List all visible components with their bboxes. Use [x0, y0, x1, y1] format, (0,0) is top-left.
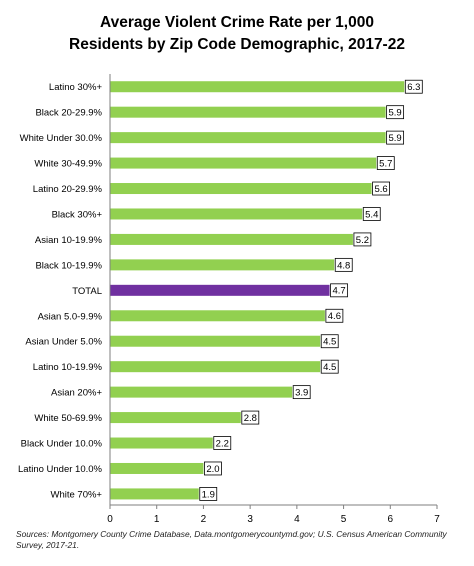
category-label: White Under 30.0% — [20, 133, 103, 144]
bar-latino-10-19-9 — [110, 361, 321, 373]
data-label-box — [320, 359, 339, 374]
data-label: 4.8 — [337, 260, 350, 271]
data-label-box — [292, 385, 311, 400]
data-label: 4.5 — [323, 362, 336, 373]
bar-total — [110, 284, 330, 296]
x-tick-label: 1 — [154, 514, 160, 525]
data-label-box — [199, 487, 218, 501]
category-label: White 30-49.9% — [34, 159, 102, 170]
category-label: Black 30%+ — [52, 209, 103, 220]
data-label: 4.7 — [332, 286, 345, 297]
bar-latino-30 — [110, 81, 405, 93]
bar-asian-20 — [110, 386, 293, 398]
x-tick-label: 2 — [201, 514, 207, 525]
data-label: 5.6 — [374, 184, 387, 195]
x-tick-label: 7 — [434, 514, 440, 525]
x-tick-label: 6 — [388, 514, 394, 525]
bar-white-30-49-9 — [110, 157, 377, 169]
data-label: 4.5 — [323, 337, 336, 348]
data-label: 5.9 — [389, 108, 402, 119]
data-label-box — [404, 79, 423, 94]
data-label-box — [386, 130, 405, 145]
category-label: Black Under 10.0% — [21, 439, 103, 450]
data-label-box — [330, 283, 348, 298]
category-label: Latino 30%+ — [49, 82, 103, 93]
category-label: Asian Under 5.0% — [25, 337, 102, 348]
chart-title: Average Violent Crime Rate per 1,000 Res… — [0, 12, 474, 56]
labels-group: Latino 30%+ 6.3 Black 20-29.9% 5.9 White Und… — [18, 79, 423, 501]
x-tick-label: 4 — [294, 514, 300, 525]
data-label: 5.9 — [389, 133, 402, 144]
category-label: White 70%+ — [51, 489, 103, 500]
data-label-box — [386, 105, 405, 120]
data-label: 2.0 — [206, 464, 219, 475]
category-label: Asian 5.0-9.9% — [38, 311, 103, 322]
bar-black-under-10-0 — [110, 437, 213, 449]
bar-asian-under-5-0 — [110, 335, 321, 347]
bar-white-70 — [110, 488, 199, 500]
data-label-box — [325, 308, 344, 323]
bar-black-10-19-9 — [110, 259, 335, 271]
source-note: Sources: Montgomery County Crime Databas… — [16, 529, 447, 550]
x-tick-label: 5 — [341, 514, 347, 525]
data-label: 5.7 — [379, 158, 392, 169]
category-label: Black 10-19.9% — [35, 260, 102, 271]
bar-black-30 — [110, 208, 363, 220]
data-label-box — [334, 257, 353, 272]
data-label-box — [353, 232, 372, 247]
category-label: Asian 20%+ — [51, 388, 102, 399]
category-label: Latino 10-19.9% — [33, 362, 103, 373]
data-label-box — [376, 156, 395, 170]
data-label: 5.4 — [365, 209, 378, 220]
bar-white-50-69-9 — [110, 412, 241, 424]
x-tick-label: 3 — [247, 514, 253, 525]
data-label-box — [241, 410, 260, 425]
data-label-box — [362, 207, 381, 221]
bar-latino-under-10-0 — [110, 462, 204, 474]
x-tick-label: 0 — [107, 514, 113, 525]
category-label: TOTAL — [72, 286, 102, 297]
data-label-box — [213, 436, 232, 450]
category-label: Black 20-29.9% — [35, 108, 102, 119]
bar-asian-5-0-9-9 — [110, 310, 325, 322]
category-label: White 50-69.9% — [34, 413, 102, 424]
data-label: 2.2 — [216, 438, 229, 449]
bar-white-under-30-0 — [110, 132, 386, 144]
data-label: 5.2 — [356, 235, 369, 246]
axes-group: 0 1 2 3 4 5 6 7 — [107, 74, 440, 525]
chart-title-line-1: Average Violent Crime Rate per 1,000 — [100, 14, 374, 31]
bar-asian-10-19-9 — [110, 233, 353, 245]
bar-black-20-29-9 — [110, 106, 386, 118]
data-label-box — [372, 181, 391, 196]
bar-latino-20-29-9 — [110, 183, 372, 195]
category-label: Asian 10-19.9% — [35, 235, 103, 246]
bars-group — [110, 81, 405, 500]
category-label: Latino 20-29.9% — [33, 184, 103, 195]
chart-title-line-2: Residents by Zip Code Demographic, 2017-… — [69, 36, 405, 53]
data-label: 6.3 — [407, 82, 420, 93]
data-label-box — [320, 334, 339, 349]
data-label: 2.8 — [244, 413, 257, 424]
data-label-box — [204, 461, 222, 476]
data-label: 4.6 — [328, 311, 341, 322]
data-label: 1.9 — [202, 489, 215, 500]
data-label: 3.9 — [295, 388, 308, 399]
category-label: Latino Under 10.0% — [18, 464, 103, 475]
